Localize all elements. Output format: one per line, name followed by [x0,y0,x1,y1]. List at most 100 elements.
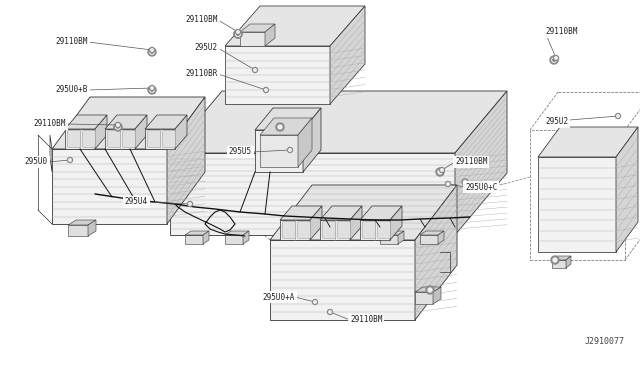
Circle shape [151,49,153,51]
Circle shape [287,148,292,153]
Circle shape [441,169,444,171]
Circle shape [328,310,333,314]
Polygon shape [68,220,96,225]
Polygon shape [255,130,303,172]
Polygon shape [170,153,455,235]
Polygon shape [68,225,88,236]
Circle shape [188,202,193,206]
Circle shape [150,48,154,52]
Text: J2910077: J2910077 [585,337,625,346]
Text: 29110BM: 29110BM [56,38,88,46]
Polygon shape [203,231,209,244]
Circle shape [236,29,241,35]
Polygon shape [88,220,96,236]
Text: 295U2: 295U2 [545,118,568,126]
Polygon shape [105,129,135,149]
Circle shape [189,203,191,205]
Polygon shape [145,115,187,129]
Polygon shape [360,206,402,220]
Text: 295U0+C: 295U0+C [465,183,497,192]
Circle shape [438,170,442,174]
FancyBboxPatch shape [163,131,175,148]
Text: 295U4: 295U4 [125,198,148,206]
Polygon shape [616,127,638,252]
Polygon shape [420,231,444,235]
Polygon shape [438,231,444,244]
Circle shape [151,51,153,53]
Circle shape [237,31,239,33]
Circle shape [237,33,239,35]
Polygon shape [415,287,441,292]
FancyBboxPatch shape [337,221,351,238]
Text: 29110BM: 29110BM [34,119,66,128]
Polygon shape [415,292,433,304]
Polygon shape [240,24,275,32]
Text: 29110BR: 29110BR [186,70,218,78]
Polygon shape [65,115,107,129]
Circle shape [148,86,156,94]
Polygon shape [552,256,571,260]
Polygon shape [420,235,438,244]
Polygon shape [265,24,275,46]
Polygon shape [350,206,362,240]
Circle shape [428,288,432,292]
FancyBboxPatch shape [362,221,376,238]
Polygon shape [225,235,243,244]
Polygon shape [398,231,404,244]
Circle shape [234,30,242,38]
Circle shape [253,69,256,71]
Circle shape [117,126,119,128]
Circle shape [236,32,240,36]
Circle shape [265,89,268,91]
Polygon shape [243,231,249,244]
Polygon shape [270,185,457,240]
Circle shape [234,30,242,38]
Circle shape [436,168,444,176]
Polygon shape [380,231,404,235]
FancyBboxPatch shape [108,131,120,148]
Circle shape [616,113,621,119]
Circle shape [253,67,257,73]
Polygon shape [280,206,322,220]
FancyBboxPatch shape [147,131,161,148]
FancyBboxPatch shape [378,221,390,238]
Polygon shape [260,135,298,167]
Circle shape [447,183,449,185]
Polygon shape [135,115,147,149]
Polygon shape [320,206,362,220]
Polygon shape [455,91,507,235]
Polygon shape [65,129,95,149]
Polygon shape [433,287,441,304]
Text: 29110BM: 29110BM [545,28,577,36]
Text: 295U0+B: 295U0+B [56,86,88,94]
Text: 29110BM: 29110BM [455,157,488,167]
FancyBboxPatch shape [122,131,136,148]
Circle shape [116,125,120,129]
Polygon shape [240,32,265,46]
Circle shape [150,50,154,54]
Circle shape [445,182,451,186]
Polygon shape [390,206,402,240]
Circle shape [554,55,559,61]
Polygon shape [255,108,321,130]
Polygon shape [50,135,52,172]
Text: 295U2: 295U2 [195,44,218,52]
Polygon shape [167,97,205,224]
Polygon shape [260,118,312,135]
Circle shape [236,32,240,36]
Polygon shape [360,220,390,240]
Circle shape [264,87,269,93]
Circle shape [312,299,317,305]
Circle shape [68,159,71,161]
Polygon shape [175,115,187,149]
Circle shape [440,167,445,173]
Circle shape [278,125,282,129]
Polygon shape [538,157,616,252]
Circle shape [555,57,557,59]
Circle shape [116,124,119,126]
Polygon shape [52,97,205,149]
Circle shape [329,311,332,313]
Polygon shape [225,46,330,104]
Circle shape [151,87,153,89]
Circle shape [114,123,122,131]
